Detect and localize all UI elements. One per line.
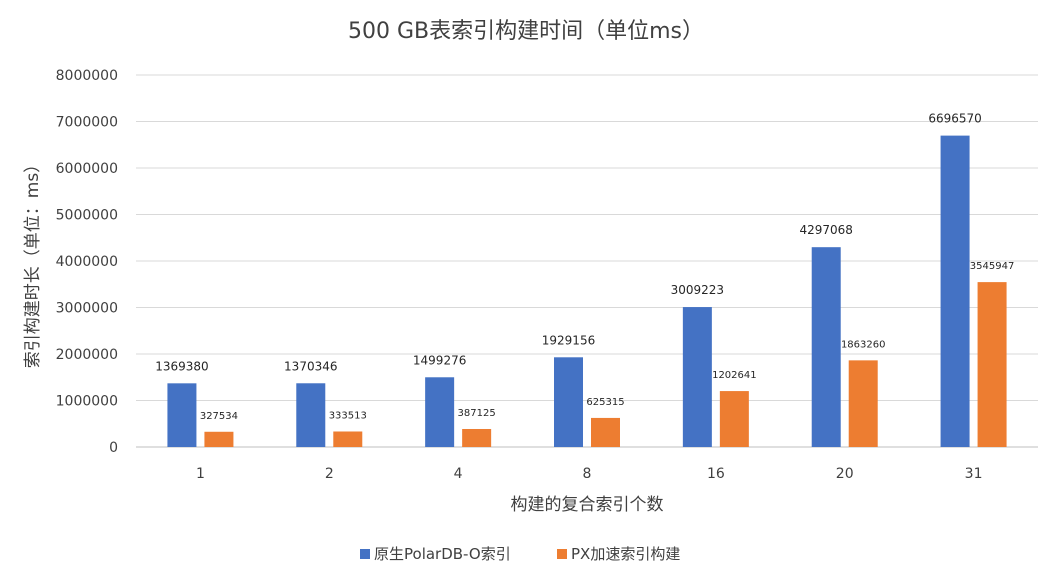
data-label: 6696570 xyxy=(928,112,981,126)
x-axis-ticks: 1 2 4 8 16 20 31 xyxy=(196,466,983,482)
data-label: 1202641 xyxy=(712,370,757,381)
bar-native xyxy=(554,357,583,447)
x-tick-label: 20 xyxy=(836,466,854,482)
legend-label: 原生PolarDB-O索引 xyxy=(374,545,511,563)
y-tick-label: 0 xyxy=(109,440,118,456)
y-axis-label: 索引构建时长（单位：ms） xyxy=(23,156,43,368)
x-tick-label: 1 xyxy=(196,466,205,482)
y-tick-label: 8000000 xyxy=(56,68,118,84)
bar-px xyxy=(719,391,749,447)
x-tick-label: 31 xyxy=(965,466,983,482)
chart-title: 500 GB表索引构建时间（单位ms） xyxy=(348,19,704,44)
y-axis-ticks: 0 1000000 2000000 3000000 4000000 5000000 6000… xyxy=(56,68,118,456)
legend-label: PX加速索引构建 xyxy=(571,545,680,563)
legend-swatch-native xyxy=(360,549,370,559)
bar-native xyxy=(425,377,455,447)
bar-px xyxy=(591,417,620,447)
bar-px xyxy=(333,431,363,447)
data-label: 625315 xyxy=(586,397,624,408)
data-label: 1863260 xyxy=(841,339,886,350)
y-tick-label: 5000000 xyxy=(56,208,118,224)
y-tick-label: 1000000 xyxy=(56,394,118,410)
x-tick-label: 4 xyxy=(454,466,463,482)
y-tick-label: 2000000 xyxy=(56,347,118,363)
y-tick-label: 3000000 xyxy=(56,301,118,317)
y-tick-label: 4000000 xyxy=(56,254,118,270)
legend: 原生PolarDB-O索引 PX加速索引构建 xyxy=(360,545,680,563)
bar-px xyxy=(848,360,878,447)
data-label: 1929156 xyxy=(542,333,595,347)
data-label: 333513 xyxy=(329,410,367,421)
x-tick-label: 2 xyxy=(325,466,334,482)
data-label: 1369380 xyxy=(155,359,208,373)
bar-native xyxy=(940,135,970,447)
bar-px xyxy=(462,428,492,447)
data-label: 4297068 xyxy=(799,223,852,237)
bar-native xyxy=(811,247,841,447)
x-tick-label: 16 xyxy=(707,466,725,482)
bar-px xyxy=(204,431,234,447)
bar-native xyxy=(167,383,197,447)
y-tick-label: 7000000 xyxy=(56,115,118,131)
data-label: 3545947 xyxy=(970,261,1015,272)
bar-native xyxy=(682,307,712,447)
data-label: 327534 xyxy=(200,411,238,422)
data-label: 1499276 xyxy=(413,353,466,367)
data-label: 3009223 xyxy=(671,283,724,297)
grid-lines xyxy=(136,74,1038,448)
legend-swatch-px xyxy=(557,549,567,559)
x-tick-label: 8 xyxy=(583,466,592,482)
bar-px xyxy=(977,282,1007,447)
data-labels-group: 1369380 327534 1370346 333513 1499276 387125 1… xyxy=(155,112,1014,422)
bar-native xyxy=(296,383,326,447)
x-axis-label: 构建的复合索引个数 xyxy=(511,495,664,515)
data-label: 1370346 xyxy=(284,359,337,373)
y-tick-label: 6000000 xyxy=(56,161,118,177)
bars-group xyxy=(167,135,1007,447)
data-label: 387125 xyxy=(458,408,496,419)
